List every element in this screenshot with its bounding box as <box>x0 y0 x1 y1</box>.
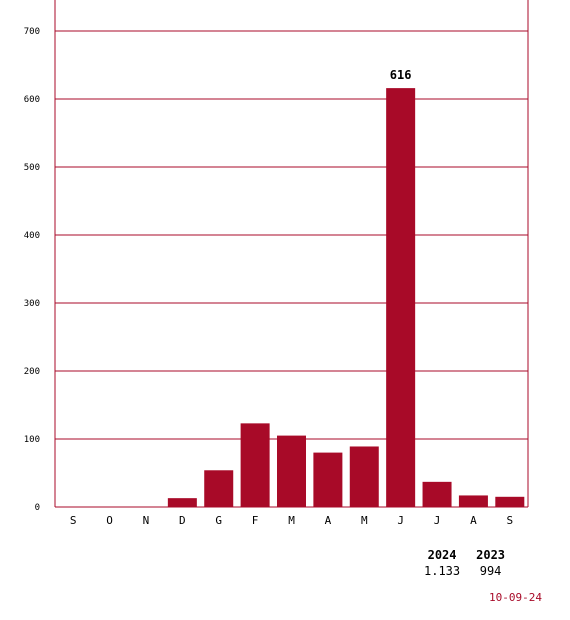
bar <box>240 423 270 507</box>
y-tick-label: 100 <box>24 435 40 445</box>
x-tick-label: D <box>179 514 186 527</box>
date-stamp: 10-09-24 <box>489 591 542 604</box>
bar <box>458 495 488 507</box>
totals-2024: 2024 1.133 <box>424 548 460 578</box>
x-tick-label: M <box>288 514 295 527</box>
totals-panel: 2024 1.133 2023 994 <box>424 548 505 578</box>
x-tick-label: S <box>70 514 77 527</box>
totals-year-2024: 2024 <box>427 548 457 562</box>
x-tick-label: G <box>215 514 222 527</box>
y-tick-label: 600 <box>24 95 40 105</box>
bar <box>277 435 306 507</box>
x-tick-label: A <box>325 514 332 527</box>
y-tick-label: 200 <box>24 367 40 377</box>
y-tick-label: 500 <box>24 163 40 173</box>
x-tick-label: O <box>106 514 113 527</box>
y-tick-label: 0 <box>35 503 40 513</box>
totals-2023: 2023 994 <box>476 548 505 578</box>
y-tick-label: 700 <box>24 27 40 37</box>
x-tick-label: A <box>470 514 477 527</box>
bar <box>495 496 525 507</box>
x-tick-label: F <box>252 514 259 527</box>
bar <box>386 88 416 508</box>
bar <box>349 446 379 507</box>
totals-year-2023: 2023 <box>476 548 506 562</box>
x-tick-label: M <box>361 514 368 527</box>
totals-value-2024: 1.133 <box>424 564 461 578</box>
totals-value-2023: 994 <box>479 564 502 578</box>
bar <box>167 498 197 507</box>
bar <box>204 470 234 507</box>
bar <box>313 452 343 507</box>
bar <box>422 481 452 507</box>
x-tick-label: J <box>397 514 404 527</box>
x-tick-label: J <box>434 514 441 527</box>
data-label-peak: 616 <box>390 68 412 82</box>
y-tick-label: 300 <box>24 299 40 309</box>
x-tick-label: S <box>506 514 513 527</box>
y-tick-label: 400 <box>24 231 40 241</box>
x-tick-label: N <box>143 514 150 527</box>
